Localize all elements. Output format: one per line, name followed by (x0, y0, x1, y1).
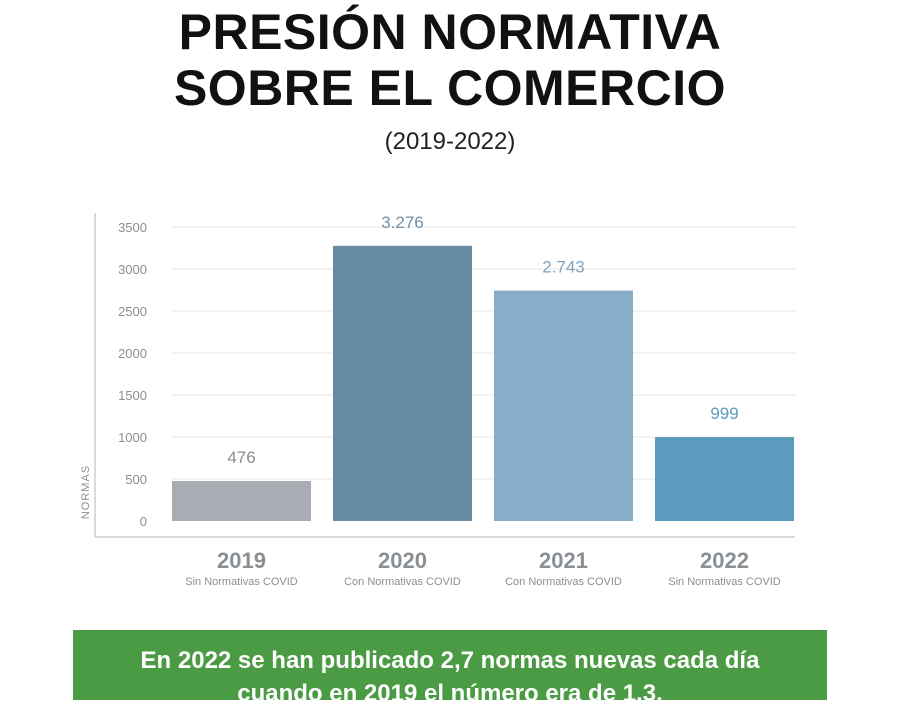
x-tick-label: 2021 (539, 548, 588, 573)
y-tick-label: 2000 (118, 346, 147, 361)
summary-line-1: En 2022 se han publicado 2,7 normas nuev… (140, 647, 760, 674)
data-label: 3.276 (381, 213, 424, 232)
y-tick-label: 2500 (118, 304, 147, 319)
x-tick-sublabel: Con Normativas COVID (344, 576, 461, 588)
data-label: 999 (710, 404, 738, 423)
data-label: 2.743 (542, 258, 585, 277)
x-tick-label: 2022 (700, 548, 749, 573)
subtitle: (2019-2022) (384, 128, 516, 155)
x-tick-sublabel: Sin Normativas COVID (185, 576, 298, 588)
x-tick-sublabel: Con Normativas COVID (505, 576, 622, 588)
x-tick-sublabel: Sin Normativas COVID (668, 576, 781, 588)
bar (494, 290, 633, 521)
y-tick-label: 0 (140, 514, 147, 529)
bar (333, 245, 472, 522)
y-tick-label: 3500 (118, 220, 147, 235)
summary-line-2: cuando en 2019 el número era de 1,3. (237, 680, 663, 707)
x-tick-label: 2019 (217, 548, 266, 573)
summary-banner: En 2022 se han publicado 2,7 normas nuev… (73, 630, 827, 707)
y-tick-label: 500 (125, 472, 147, 487)
y-tick-label: 1500 (118, 388, 147, 403)
y-tick-label: 1000 (118, 430, 147, 445)
y-tick-label: 3000 (118, 262, 147, 277)
bar (172, 481, 311, 521)
x-tick-label: 2020 (378, 548, 427, 573)
data-label: 476 (227, 448, 255, 467)
bar (655, 437, 794, 521)
bar-chart: 0 500 1000 1500 2000 2500 3000 3500 NORMAS 476 201… (80, 213, 795, 588)
y-axis-label: NORMAS (80, 465, 92, 519)
title-line-1: PRESIÓN NORMATIVA (178, 4, 722, 60)
title-line-2: SOBRE EL COMERCIO (173, 60, 727, 116)
